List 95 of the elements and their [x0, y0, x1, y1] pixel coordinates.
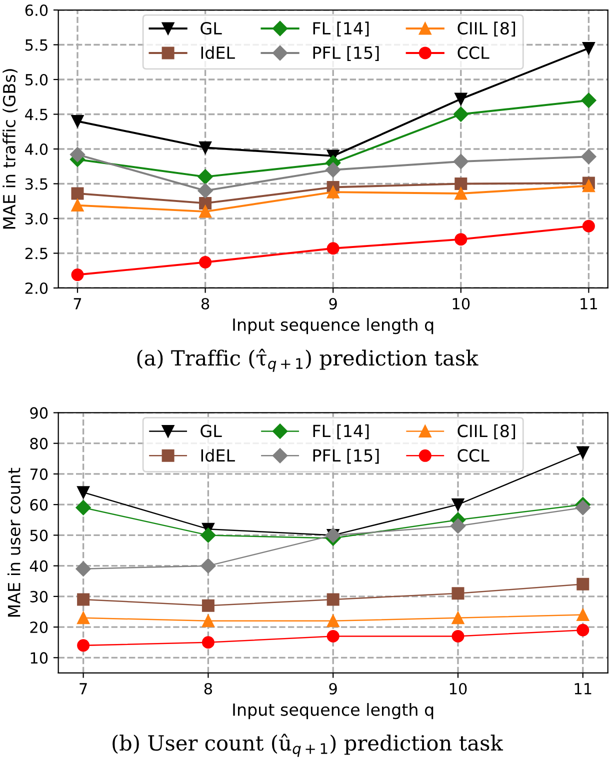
point — [200, 558, 216, 574]
point — [198, 169, 213, 184]
y-tick-label: 4.5 — [25, 108, 48, 120]
y-tick-label: 90 — [30, 407, 48, 419]
x-tick-label: 9 — [329, 298, 337, 310]
point — [71, 199, 84, 212]
y-tick-label: 2.0 — [25, 282, 48, 294]
x-axis-title: Input sequence length q — [233, 703, 434, 720]
point — [581, 92, 596, 108]
point — [77, 612, 90, 624]
point — [77, 639, 90, 652]
point — [199, 196, 212, 210]
point — [582, 42, 595, 54]
point — [70, 146, 86, 162]
point — [77, 486, 90, 499]
point — [454, 187, 468, 200]
point — [326, 186, 340, 198]
point — [452, 630, 464, 642]
x-tick-label: 10 — [450, 682, 467, 695]
legend-label: CIIL [8] — [458, 424, 516, 440]
point — [581, 149, 596, 164]
x-axis-title: Input sequence length q — [233, 318, 434, 334]
y-tick-label: 50 — [30, 530, 48, 542]
y-tick-label: 6.0 — [25, 4, 48, 16]
point — [326, 162, 341, 178]
x-tick-label: 11 — [580, 298, 597, 310]
y-tick-label: 60 — [30, 499, 48, 511]
point — [326, 614, 340, 628]
point — [71, 114, 84, 128]
legend-label: GL — [200, 424, 222, 438]
point — [202, 614, 214, 628]
y-tick-label: 10 — [30, 652, 48, 664]
point — [326, 593, 340, 606]
legend-label: FL [14] — [313, 424, 369, 440]
text: (a) Traffic (τ̂$_{q+1}$) prediction task — [137, 348, 478, 372]
legend-label: FL [14] — [313, 22, 369, 37]
y-axis-title: MAE in user count — [7, 468, 20, 617]
point — [200, 528, 216, 543]
y-tick-label: 70 — [30, 468, 48, 480]
point — [199, 256, 212, 269]
y-tick-label: 80 — [30, 438, 48, 450]
point — [199, 141, 212, 154]
point — [453, 106, 468, 122]
x-tick-label: 8 — [204, 682, 212, 695]
point — [576, 578, 590, 590]
point — [198, 183, 213, 198]
point — [576, 608, 590, 622]
y-tick-label: 5.0 — [25, 74, 48, 86]
point — [76, 561, 91, 576]
point — [575, 500, 590, 516]
legend-label: CCL — [458, 449, 490, 462]
point — [452, 498, 464, 511]
legend-label: CIIL [8] — [458, 22, 516, 37]
point — [71, 268, 84, 282]
y-tick-label: 30 — [30, 590, 48, 602]
legend-label: IdEL — [201, 46, 235, 60]
x-tick-label: 7 — [80, 683, 87, 694]
legend-label: PFL [15] — [313, 448, 379, 464]
point — [576, 446, 590, 459]
y-tick-label: 3.0 — [25, 212, 48, 225]
text: (b) User count (û$_{q+1}$) prediction task — [112, 734, 504, 757]
point — [452, 587, 464, 600]
point — [202, 599, 214, 612]
legend-label: IdEL — [201, 448, 235, 462]
point — [326, 242, 340, 255]
y-tick-label: 4.0 — [25, 143, 48, 156]
y-tick-label: 2.5 — [25, 248, 48, 260]
y-tick-label: 5.5 — [25, 39, 48, 51]
point — [326, 630, 340, 642]
y-tick-label: 20 — [30, 622, 48, 634]
point — [454, 92, 468, 106]
point — [202, 636, 214, 649]
point — [582, 180, 595, 192]
point — [452, 612, 464, 624]
point — [453, 154, 468, 170]
point — [199, 205, 212, 218]
point — [450, 518, 466, 534]
point — [582, 220, 595, 232]
x-tick-label: 9 — [329, 682, 337, 695]
x-tick-label: 10 — [452, 298, 470, 310]
point — [576, 624, 590, 636]
legend-label: GL — [200, 22, 222, 35]
x-tick-label: 11 — [574, 683, 592, 694]
x-tick-label: 7 — [74, 298, 82, 310]
point — [71, 187, 84, 200]
point — [76, 500, 91, 516]
legend-label: CCL — [458, 46, 490, 60]
y-tick-label: 3.5 — [25, 178, 48, 190]
point — [454, 177, 468, 190]
legend-label: PFL [15] — [313, 46, 379, 61]
y-tick-label: 40 — [30, 560, 48, 572]
x-tick-label: 8 — [201, 298, 210, 310]
point — [77, 593, 90, 606]
point — [454, 233, 468, 246]
y-axis-title: MAE in traffic (GBs) — [2, 69, 18, 229]
